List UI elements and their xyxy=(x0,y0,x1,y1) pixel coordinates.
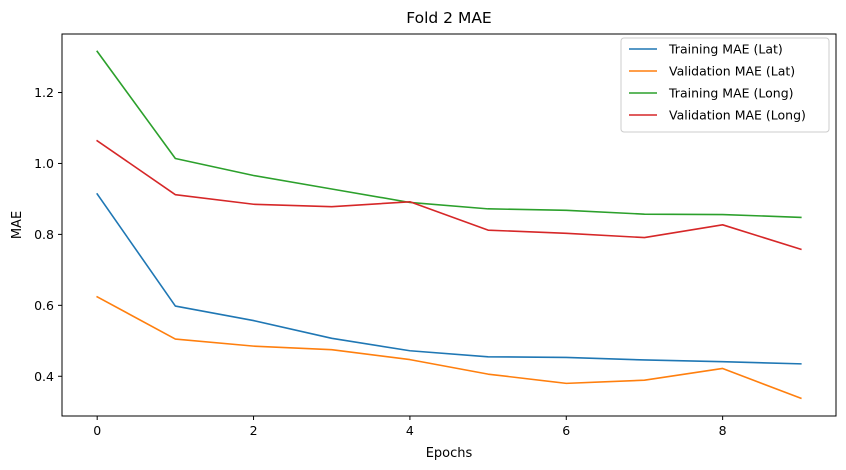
y-tick-label: 1.0 xyxy=(34,156,54,171)
y-tick-label: 1.2 xyxy=(34,85,54,100)
legend-label-0: Training MAE (Lat) xyxy=(668,42,783,57)
y-axis-label: MAE xyxy=(10,211,25,239)
chart-title: Fold 2 MAE xyxy=(406,9,491,27)
legend: Training MAE (Lat) Validation MAE (Lat) Tr… xyxy=(620,37,830,133)
plot-frame xyxy=(61,33,837,417)
legend-box xyxy=(620,37,830,133)
x-tick-label: 2 xyxy=(250,423,258,438)
x-axis: 0 2 4 6 8 xyxy=(93,416,727,438)
x-tick-label: 6 xyxy=(562,423,570,438)
series-line-3 xyxy=(96,139,802,251)
y-tick-label: 0.6 xyxy=(34,298,54,313)
legend-label-3: Validation MAE (Long) xyxy=(669,108,806,123)
series-line-0 xyxy=(96,192,802,365)
y-tick-label: 0.4 xyxy=(34,369,54,384)
x-tick-label: 0 xyxy=(93,423,101,438)
legend-label-2: Training MAE (Long) xyxy=(668,86,794,101)
x-tick-label: 4 xyxy=(406,423,414,438)
y-tick-label: 0.8 xyxy=(34,227,54,242)
plot-lines xyxy=(96,50,802,400)
x-axis-label: Epochs xyxy=(426,446,473,461)
x-tick-label: 8 xyxy=(719,423,727,438)
y-axis: 0.4 0.6 0.8 1.0 1.2 xyxy=(34,85,62,384)
series-line-1 xyxy=(96,295,802,400)
series-line-2 xyxy=(96,50,802,219)
legend-label-1: Validation MAE (Lat) xyxy=(669,64,795,79)
